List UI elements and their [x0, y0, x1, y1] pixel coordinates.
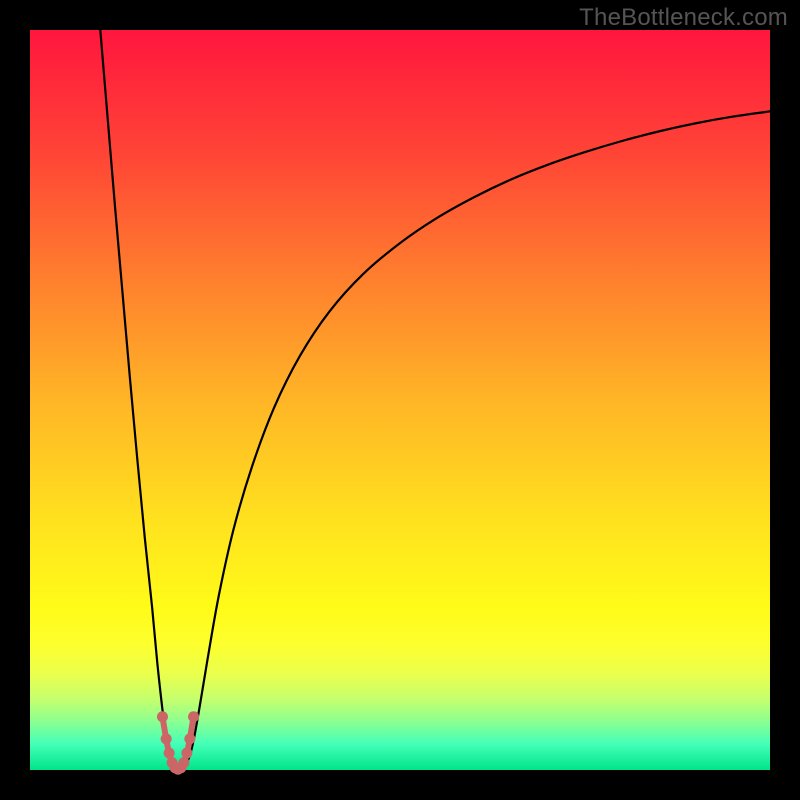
- marker-dot: [178, 757, 189, 768]
- chart-container: TheBottleneck.com: [0, 0, 800, 800]
- marker-dot: [184, 733, 195, 744]
- bottleneck-chart: [0, 0, 800, 800]
- marker-dot: [161, 733, 172, 744]
- marker-dot: [188, 711, 199, 722]
- marker-dot: [181, 747, 192, 758]
- watermark-text: TheBottleneck.com: [579, 4, 788, 32]
- marker-dot: [164, 747, 175, 758]
- marker-dot: [157, 711, 168, 722]
- plot-background: [30, 30, 770, 770]
